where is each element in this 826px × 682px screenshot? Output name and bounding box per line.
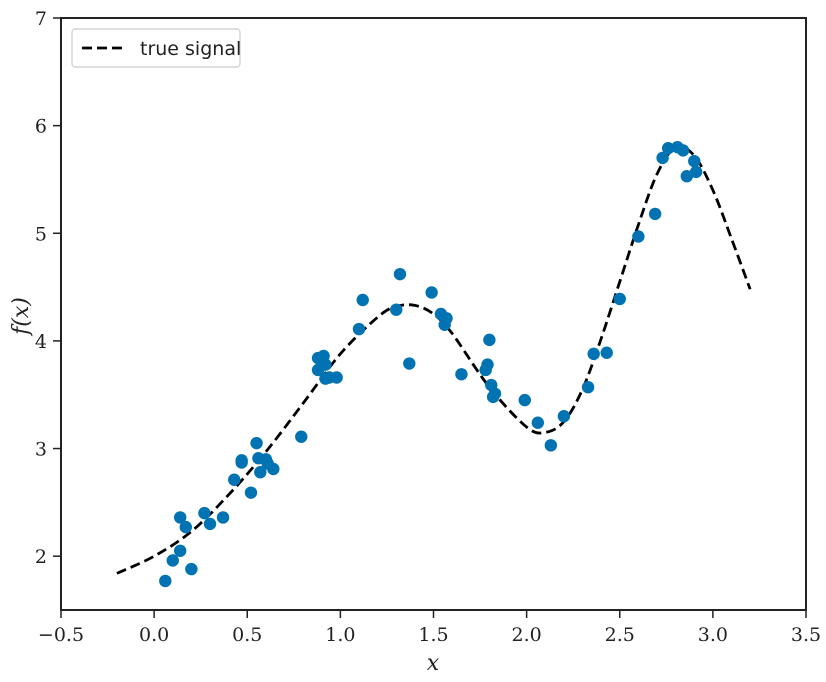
x-axis: −0.5 0.0 0.5 1.0 1.5 2.0 2.5 3.0 3.5: [38, 610, 821, 646]
data-point: [198, 506, 211, 520]
data-point: [557, 410, 571, 423]
data-point: [518, 393, 531, 407]
data-point: [254, 466, 267, 479]
data-point: [676, 144, 690, 157]
legend: true signal: [71, 28, 241, 68]
data-point: [185, 562, 198, 576]
y-tick-label: 2: [35, 546, 47, 568]
data-point: [440, 312, 453, 325]
data-point: [393, 267, 407, 281]
data-point: [581, 380, 595, 394]
data-point: [632, 230, 645, 243]
y-tick-label: 5: [35, 223, 47, 245]
data-point: [544, 439, 558, 452]
data-point: [250, 436, 263, 450]
data-point: [425, 286, 438, 299]
data-point: [352, 322, 366, 336]
data-point: [680, 170, 693, 183]
plot-frame: [60, 17, 807, 611]
data-point: [483, 333, 496, 347]
x-tick-label: 0.0: [139, 624, 169, 646]
data-point: [295, 430, 308, 443]
x-tick-label: 3.5: [791, 624, 821, 646]
x-tick-label: 1.5: [418, 624, 448, 646]
x-tick-label: 2.0: [512, 624, 542, 646]
data-point: [330, 371, 343, 384]
y-axis: 2 3 4 5 6 7: [35, 8, 61, 568]
data-point: [613, 292, 626, 306]
data-point: [600, 346, 613, 359]
data-point: [656, 151, 669, 165]
data-point: [216, 511, 230, 524]
data-point: [319, 358, 332, 371]
data-point: [661, 142, 675, 155]
data-point: [689, 165, 703, 179]
data-point: [174, 511, 187, 524]
data-point: [174, 544, 187, 557]
data-point: [228, 473, 241, 486]
data-point: [179, 520, 192, 534]
x-tick-label: 3.0: [698, 624, 728, 646]
x-tick-label: −0.5: [38, 624, 84, 646]
data-point: [159, 574, 172, 588]
y-tick-label: 6: [35, 116, 47, 138]
data-point: [235, 454, 248, 467]
y-tick-label: 3: [35, 439, 47, 461]
data-point: [356, 293, 369, 307]
data-point: [648, 207, 662, 221]
y-tick-label: 7: [35, 8, 47, 30]
data-point: [488, 387, 502, 400]
data-point: [531, 416, 544, 429]
data-point: [587, 347, 600, 361]
data-point: [267, 462, 280, 476]
data-point: [244, 486, 258, 499]
plot-marks: [116, 140, 752, 588]
data-point: [390, 303, 403, 316]
x-tick-label: 0.5: [232, 624, 262, 646]
legend-label-true-signal: true signal: [140, 38, 241, 60]
legend-box: [71, 28, 241, 68]
y-tick-label: 4: [35, 331, 47, 353]
y-axis-label: f(x): [9, 297, 34, 337]
data-point: [455, 368, 468, 381]
x-tick-label: 2.5: [605, 624, 635, 646]
data-point: [481, 358, 494, 371]
data-point: [403, 357, 416, 370]
data-point: [166, 554, 179, 567]
x-tick-label: 1.0: [325, 624, 355, 646]
data-point: [688, 154, 701, 168]
data-point: [203, 517, 217, 531]
x-axis-label: x: [427, 651, 440, 676]
